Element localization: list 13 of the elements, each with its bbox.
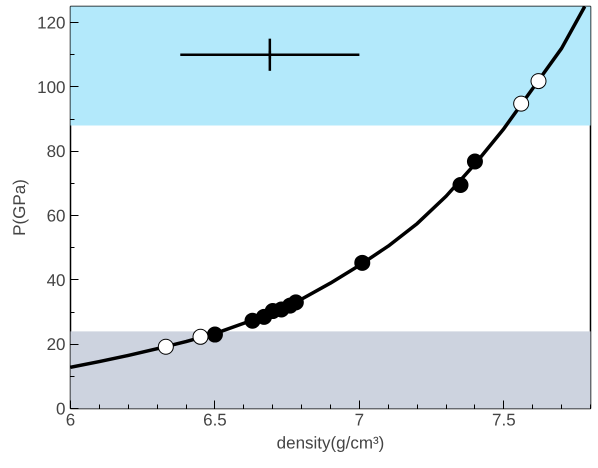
x-axis-title: density(g/cm³) bbox=[276, 434, 384, 452]
y-tick-label: 0 bbox=[56, 400, 66, 418]
y-tick-label: 20 bbox=[46, 335, 66, 354]
x-tick-label: 6.5 bbox=[203, 410, 227, 430]
x-tick-label: 7.5 bbox=[492, 410, 516, 430]
x-tick-label: 7 bbox=[354, 410, 364, 430]
y-axis-title: P(GPa) bbox=[10, 179, 30, 236]
y-tick-label: 60 bbox=[46, 206, 66, 226]
y-tick-label: 120 bbox=[37, 14, 66, 33]
y-tick-label: 80 bbox=[46, 142, 66, 162]
y-tick-label: 40 bbox=[46, 270, 66, 290]
y-tick-label: 100 bbox=[37, 78, 66, 97]
x-tick-label: 6 bbox=[66, 410, 76, 430]
